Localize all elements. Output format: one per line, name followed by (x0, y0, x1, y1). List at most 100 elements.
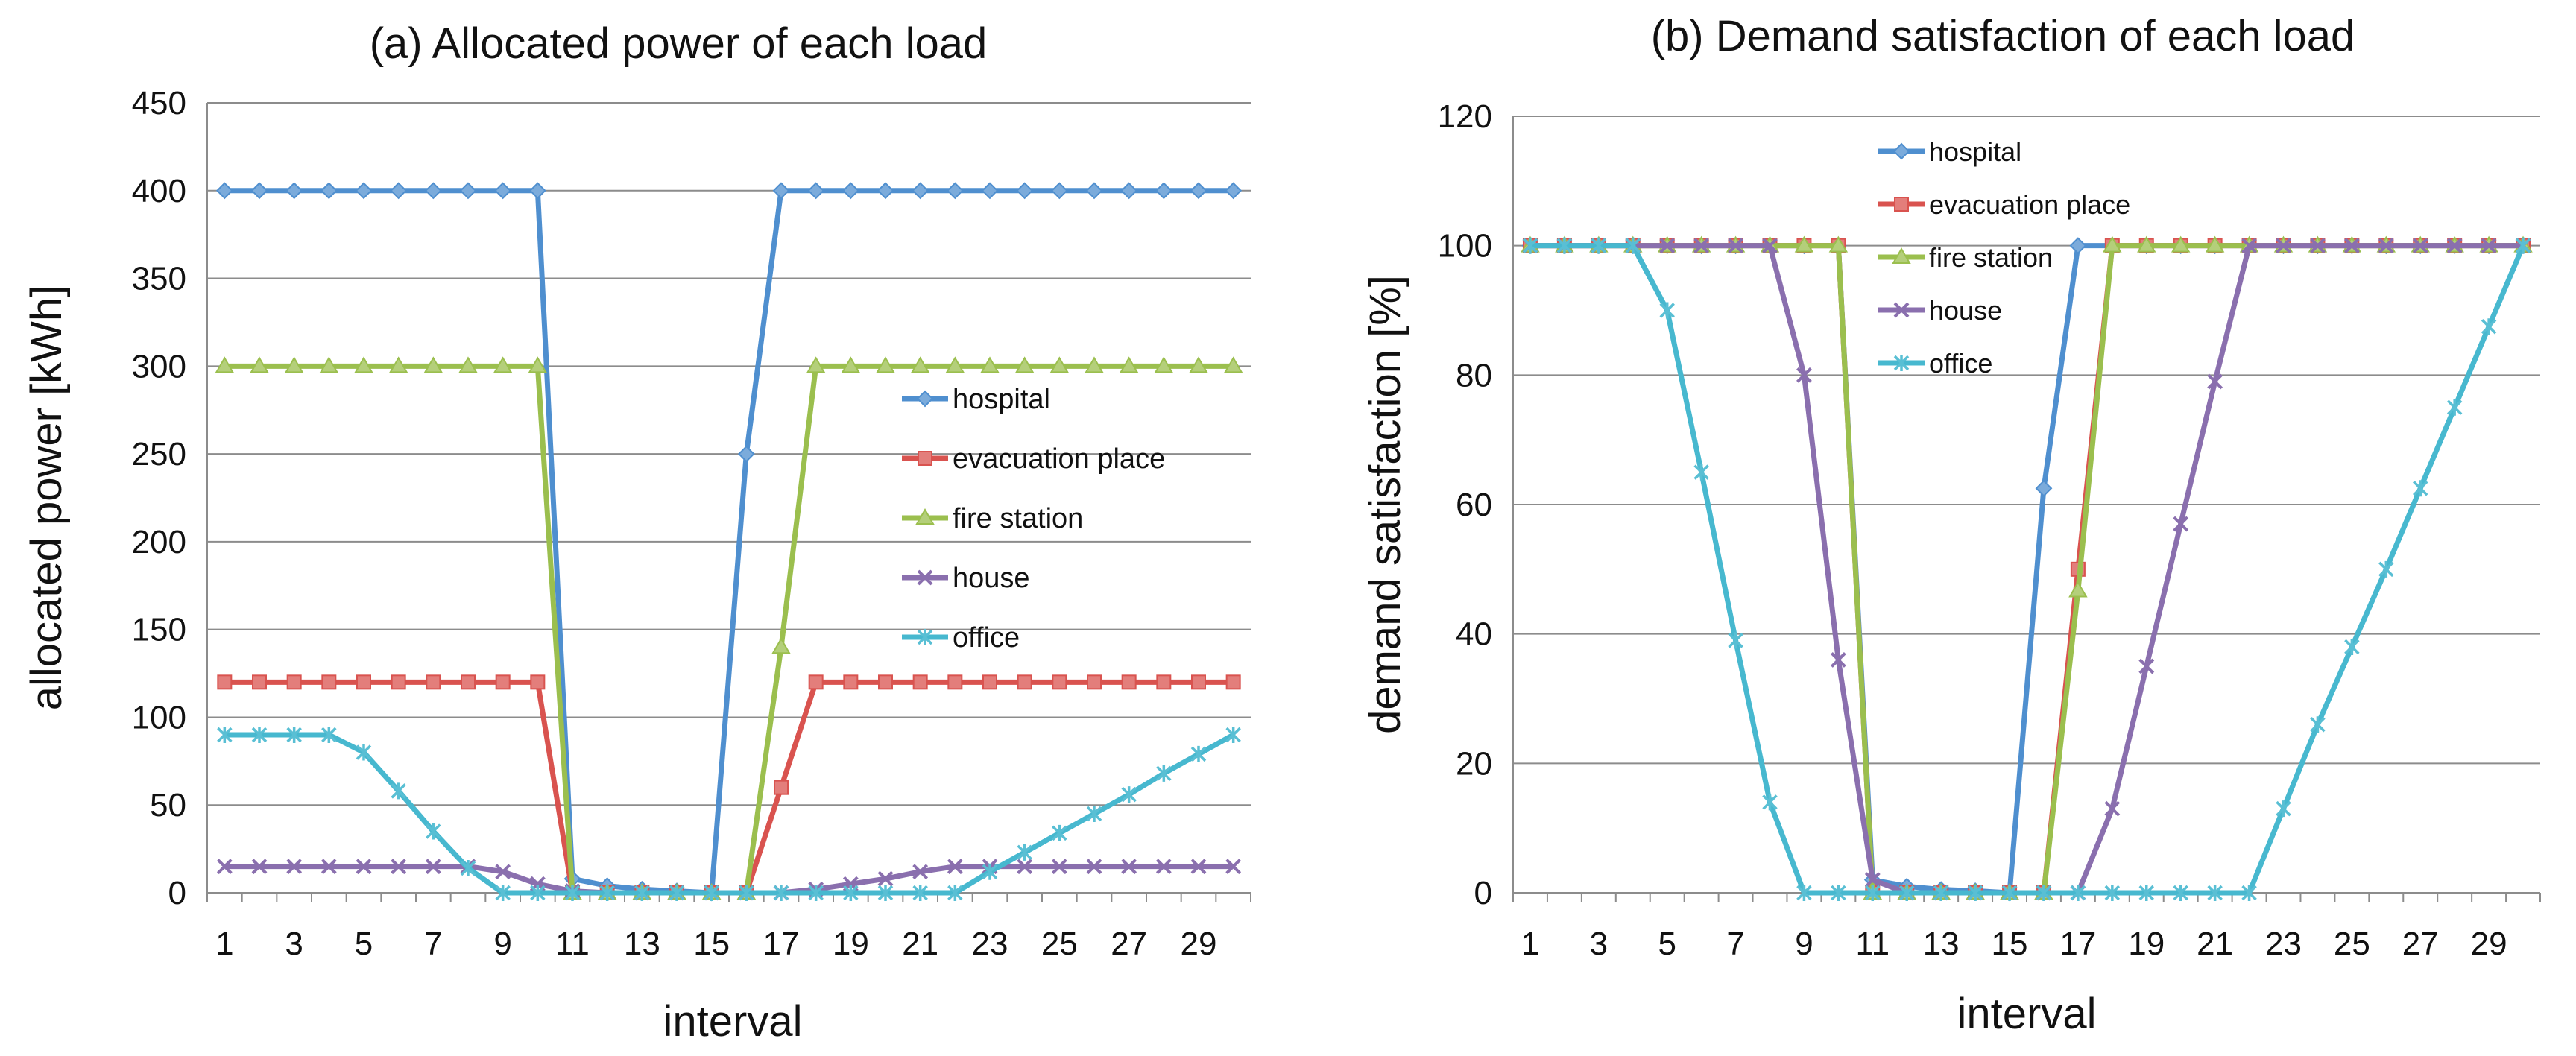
x-tick-label: 27 (1111, 926, 1147, 962)
y-tick-label: 60 (1456, 487, 1492, 523)
data-point (878, 674, 893, 690)
data-point (2412, 480, 2428, 497)
data-point (2138, 885, 2155, 901)
legend-item: evacuation place (902, 443, 1165, 475)
data-point (1155, 182, 1172, 200)
data-point (495, 674, 511, 690)
x-tick-label: 7 (424, 926, 442, 962)
x-axis-label: interval (663, 997, 803, 1046)
legend-label: hospital (1929, 136, 2021, 167)
data-point (286, 727, 302, 743)
legend-label: evacuation place (1929, 189, 2130, 220)
legend-item: hospital (902, 384, 1050, 415)
x-tick-label: 21 (2197, 926, 2233, 962)
data-point (391, 859, 407, 875)
data-point (356, 859, 372, 875)
series-line (1530, 243, 2524, 896)
legend-item: office (1878, 348, 1992, 379)
data-point (2481, 238, 2497, 254)
data-point (877, 870, 894, 887)
legend: hospital evacuation place fire station hous… (902, 384, 1165, 654)
data-point (1865, 885, 1881, 901)
data-point (2171, 235, 2191, 253)
data-point (737, 445, 755, 463)
x-tick-label: 7 (1726, 926, 1744, 962)
series-line (1530, 243, 2526, 896)
data-point (286, 674, 302, 690)
y-tick-label: 80 (1456, 357, 1492, 393)
data-point (807, 182, 825, 200)
legend: hospital evacuation place fire station hous… (1878, 136, 2130, 379)
data-point (1225, 727, 1241, 743)
legend-label: fire station (953, 503, 1083, 534)
data-point (877, 885, 894, 901)
data-point (1052, 674, 1067, 690)
data-point (250, 182, 268, 200)
data-point (1154, 356, 1174, 373)
x-tick-label: 29 (1181, 926, 1217, 962)
series-line (1530, 243, 2524, 896)
data-point (493, 356, 513, 373)
data-point (841, 356, 861, 373)
data-point (2207, 373, 2223, 390)
data-point (354, 356, 373, 373)
data-point (1121, 674, 1137, 690)
data-point (1225, 859, 1242, 875)
data-point (321, 674, 337, 690)
data-point (2412, 238, 2428, 254)
y-tick-label: 50 (150, 787, 186, 823)
data-point (356, 674, 371, 690)
data-point (947, 885, 963, 901)
data-point (1223, 356, 1243, 373)
data-point (806, 356, 826, 373)
data-point (2310, 716, 2326, 733)
series-office (1522, 237, 2531, 901)
y-tick-label: 150 (132, 612, 186, 648)
y-tick-label: 40 (1456, 616, 1492, 653)
y-tick-label: 400 (132, 173, 186, 209)
legend-item: hospital (1878, 136, 2021, 167)
data-point (1085, 182, 1103, 200)
data-point (842, 182, 859, 200)
data-point (808, 885, 824, 901)
data-point (217, 727, 233, 743)
data-point (285, 182, 303, 200)
x-tick-label: 3 (1590, 926, 1608, 962)
data-point (2069, 237, 2087, 255)
legend-label: office (953, 622, 1020, 654)
x-tick-label: 15 (1992, 926, 2028, 962)
data-point (321, 859, 337, 875)
data-point (1086, 806, 1102, 822)
data-point (808, 674, 824, 690)
data-point (1087, 674, 1102, 690)
data-point (252, 674, 267, 690)
data-point (1014, 356, 1035, 373)
data-point (251, 859, 268, 875)
data-point (2276, 238, 2291, 254)
data-point (2036, 885, 2052, 901)
x-tick-label: 23 (2265, 926, 2302, 962)
x-tick-label: 9 (493, 926, 511, 962)
data-point (251, 727, 268, 743)
data-point (1049, 356, 1070, 373)
data-point (426, 674, 441, 690)
data-point (1120, 182, 1138, 200)
data-point (669, 885, 685, 901)
data-point (1085, 356, 1104, 373)
chart-title: (b) Demand satisfaction of each load (1651, 12, 2355, 60)
data-point (876, 356, 895, 373)
data-point (250, 356, 269, 373)
legend-label: house (1929, 295, 2002, 326)
data-point (2446, 399, 2463, 416)
data-point (774, 780, 789, 795)
legend-marker (1894, 197, 1909, 212)
data-point (215, 182, 233, 200)
data-point (1017, 859, 1033, 875)
data-point (1728, 632, 1743, 649)
series-line (1530, 243, 2524, 896)
data-point (599, 885, 615, 901)
data-point (426, 823, 441, 840)
data-point (1225, 182, 1243, 200)
